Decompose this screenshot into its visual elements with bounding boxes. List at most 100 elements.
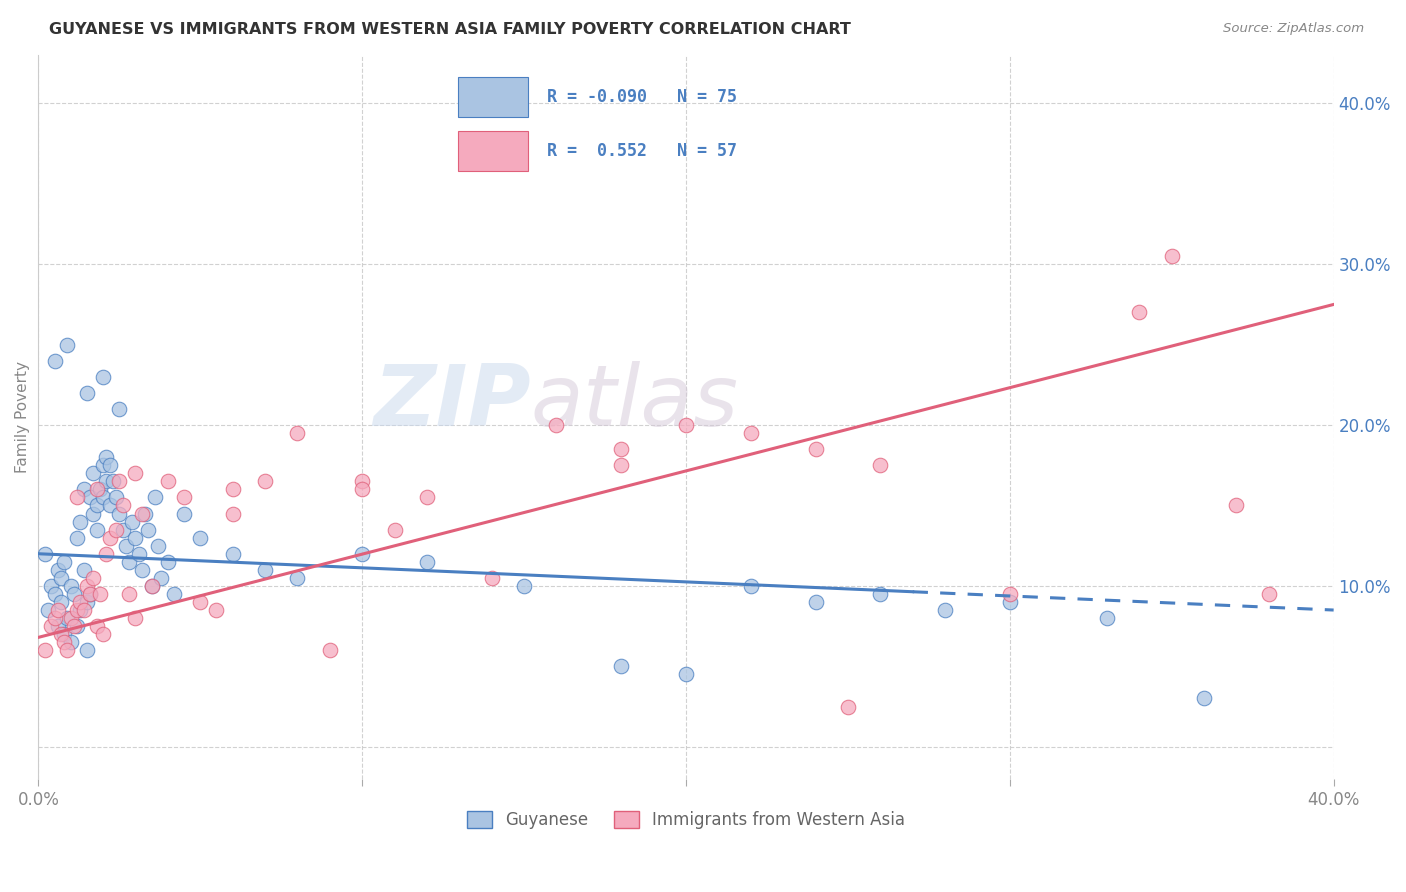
- Point: [141, 579, 163, 593]
- Point: [837, 699, 859, 714]
- Point: [1128, 305, 1150, 319]
- Point: [98, 458, 121, 473]
- Point: [49, 571, 72, 585]
- Point: [610, 659, 633, 673]
- Point: [934, 603, 956, 617]
- Point: [82, 507, 104, 521]
- Point: [1225, 499, 1247, 513]
- Point: [124, 531, 146, 545]
- Point: [101, 475, 124, 489]
- Point: [124, 611, 146, 625]
- Point: [188, 595, 211, 609]
- Point: [79, 587, 101, 601]
- Point: [39, 619, 62, 633]
- Point: [804, 595, 827, 609]
- Point: [1192, 691, 1215, 706]
- Point: [76, 579, 98, 593]
- Point: [111, 523, 134, 537]
- Point: [253, 475, 276, 489]
- Point: [105, 491, 128, 505]
- Point: [59, 635, 82, 649]
- Point: [73, 563, 96, 577]
- Point: [150, 571, 173, 585]
- Point: [287, 426, 309, 441]
- Point: [205, 603, 228, 617]
- Point: [98, 531, 121, 545]
- Point: [91, 491, 114, 505]
- Point: [804, 442, 827, 457]
- Point: [108, 475, 131, 489]
- Point: [66, 619, 89, 633]
- Point: [79, 587, 101, 601]
- Point: [49, 595, 72, 609]
- Point: [59, 611, 82, 625]
- Point: [138, 523, 160, 537]
- Point: [86, 499, 108, 513]
- Point: [352, 483, 374, 497]
- Point: [1160, 249, 1182, 263]
- Point: [128, 547, 150, 561]
- Point: [69, 515, 91, 529]
- Point: [118, 555, 141, 569]
- Point: [173, 491, 195, 505]
- Point: [63, 587, 86, 601]
- Point: [46, 619, 69, 633]
- Point: [610, 442, 633, 457]
- Point: [46, 563, 69, 577]
- Point: [416, 491, 439, 505]
- Point: [124, 467, 146, 481]
- Point: [221, 507, 243, 521]
- Point: [53, 635, 76, 649]
- Point: [481, 571, 503, 585]
- Point: [675, 667, 697, 681]
- Point: [740, 426, 762, 441]
- Point: [66, 531, 89, 545]
- Point: [91, 458, 114, 473]
- Point: [44, 587, 66, 601]
- Point: [513, 579, 536, 593]
- Text: GUYANESE VS IMMIGRANTS FROM WESTERN ASIA FAMILY POVERTY CORRELATION CHART: GUYANESE VS IMMIGRANTS FROM WESTERN ASIA…: [49, 22, 851, 37]
- Point: [91, 627, 114, 641]
- Text: atlas: atlas: [530, 361, 738, 444]
- Point: [384, 523, 406, 537]
- Point: [108, 507, 131, 521]
- Point: [79, 491, 101, 505]
- Point: [96, 450, 118, 465]
- Point: [141, 579, 163, 593]
- Point: [111, 499, 134, 513]
- Point: [86, 523, 108, 537]
- Text: Source: ZipAtlas.com: Source: ZipAtlas.com: [1223, 22, 1364, 36]
- Point: [416, 555, 439, 569]
- Point: [96, 475, 118, 489]
- Point: [86, 619, 108, 633]
- Point: [998, 595, 1021, 609]
- Point: [56, 611, 79, 625]
- Point: [56, 643, 79, 657]
- Point: [76, 643, 98, 657]
- Point: [114, 539, 136, 553]
- Point: [131, 563, 153, 577]
- Point: [73, 603, 96, 617]
- Point: [53, 627, 76, 641]
- Point: [546, 418, 568, 433]
- Point: [352, 547, 374, 561]
- Point: [56, 337, 79, 351]
- Point: [66, 603, 89, 617]
- Point: [998, 587, 1021, 601]
- Point: [319, 643, 342, 657]
- Point: [869, 587, 891, 601]
- Point: [118, 587, 141, 601]
- Point: [69, 595, 91, 609]
- Point: [131, 507, 153, 521]
- Point: [53, 555, 76, 569]
- Point: [163, 587, 186, 601]
- Point: [287, 571, 309, 585]
- Point: [91, 369, 114, 384]
- Point: [740, 579, 762, 593]
- Point: [610, 458, 633, 473]
- Point: [37, 603, 59, 617]
- Point: [82, 467, 104, 481]
- Point: [253, 563, 276, 577]
- Point: [156, 475, 179, 489]
- Point: [146, 539, 169, 553]
